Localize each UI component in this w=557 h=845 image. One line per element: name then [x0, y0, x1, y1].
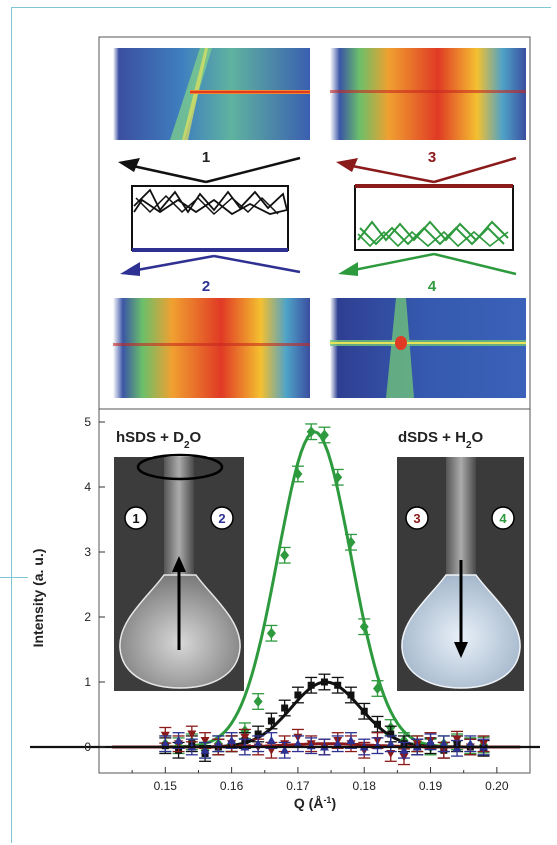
x-tick-label: 0.17: [286, 779, 310, 793]
photo-left: 1 2: [114, 453, 244, 691]
data-point-square: [254, 730, 262, 738]
data-point-triangle-up: [174, 736, 184, 744]
photo-right-marker-3: 3: [413, 511, 420, 526]
data-point-diamond: [306, 426, 316, 438]
sample-label-1: 1: [202, 149, 210, 166]
data-point-triangle-up: [200, 745, 210, 754]
x-axis-label: Q (Å-1): [294, 795, 336, 811]
data-point-square: [320, 678, 328, 686]
data-point-square: [307, 681, 315, 689]
y-tick-label: 2: [84, 610, 91, 624]
y-tick-label: 3: [84, 545, 91, 559]
photo-left-title: hSDS + D2O: [116, 429, 202, 451]
figure-frame: [11, 7, 551, 843]
x-tick-label: 0.19: [419, 779, 443, 793]
sample-label-4: 4: [428, 278, 437, 295]
detector-image-2: [113, 298, 310, 398]
left-rule: [0, 577, 28, 578]
data-point-triangle-up: [333, 739, 343, 748]
photo-right-title: dSDS + H2O: [398, 429, 484, 451]
data-point-triangle-up: [160, 739, 170, 748]
data-point-diamond: [359, 621, 369, 633]
data-point-square: [294, 691, 302, 699]
x-tick-label: 0.16: [220, 779, 244, 793]
data-point-triangle-up: [439, 739, 449, 748]
x-tick-label: 0.18: [353, 779, 377, 793]
data-point-square: [281, 704, 289, 712]
data-point-diamond: [293, 468, 303, 480]
data-point-diamond: [372, 683, 382, 694]
data-point-triangle-up: [399, 745, 409, 754]
axes: 0 1 2 3 4 5 0.15 0.16 0.17 0.18 0.19 0.20: [30, 415, 540, 793]
sample-label-3: 3: [428, 149, 436, 166]
sample-label-2: 2: [202, 278, 210, 295]
data-point-diamond: [280, 549, 290, 561]
data-point-triangle-up: [280, 745, 290, 754]
data-point-triangle-down: [187, 730, 197, 739]
data-point-square: [267, 717, 275, 725]
data-point-triangle-up: [213, 739, 223, 748]
y-tick-label: 5: [84, 415, 91, 429]
data-point-square: [334, 681, 342, 689]
schematic-right: [336, 156, 517, 276]
data-point-triangle-up: [426, 737, 436, 746]
y-tick-label: 1: [84, 675, 91, 689]
y-tick-label: 4: [84, 480, 91, 494]
data-series: [159, 423, 490, 766]
data-point-square: [373, 720, 381, 728]
detector-image-3: [330, 48, 526, 140]
y-tick-label: 0: [84, 740, 91, 754]
y-axis-label: Intensity (a. u.): [30, 549, 46, 648]
data-point-diamond: [346, 536, 356, 548]
photo-left-marker-2: 2: [218, 511, 225, 526]
photo-right: 3 4: [397, 457, 524, 691]
schematic-left: [118, 156, 301, 276]
data-point-triangle-down: [200, 737, 210, 745]
data-point-triangle-up: [293, 739, 303, 748]
data-point-triangle-up: [227, 736, 237, 744]
x-tick-label: 0.15: [154, 779, 178, 793]
data-point-diamond: [319, 429, 329, 441]
data-point-triangle-up: [253, 739, 263, 748]
data-point-diamond: [253, 696, 263, 707]
data-point-triangle-up: [465, 739, 475, 748]
data-point-triangle-down: [240, 733, 250, 742]
photo-left-marker-1: 1: [132, 511, 139, 526]
data-point-square: [387, 730, 395, 738]
detector-image-1: [113, 48, 310, 140]
photo-right-marker-4: 4: [499, 511, 507, 526]
data-point-square: [347, 691, 355, 699]
data-point-diamond: [333, 471, 343, 483]
data-point-diamond: [266, 627, 276, 639]
data-point-triangle-down: [452, 735, 462, 744]
data-point-triangle-up: [346, 736, 356, 744]
x-tick-label: 0.20: [485, 779, 509, 793]
data-point-triangle-up: [266, 736, 276, 744]
data-point-triangle-up: [386, 739, 396, 748]
detector-image-4: [330, 298, 526, 398]
data-point-square: [360, 707, 368, 715]
